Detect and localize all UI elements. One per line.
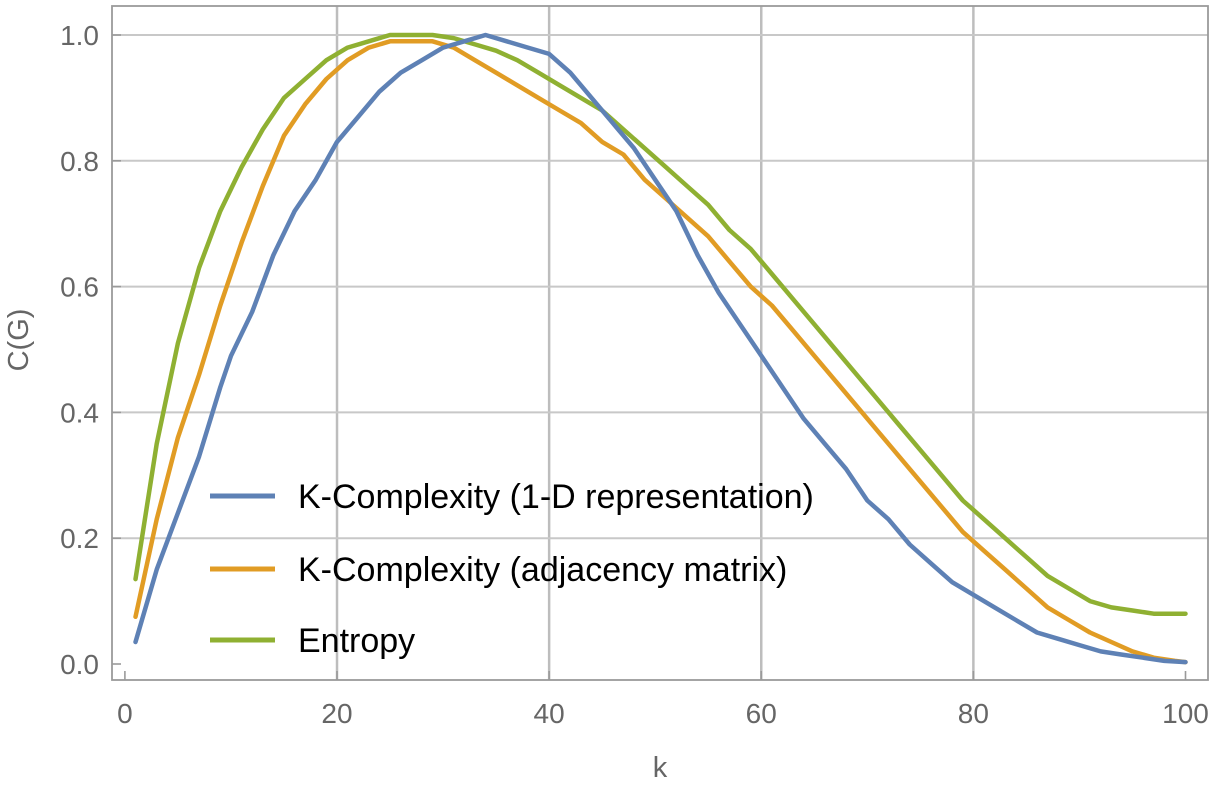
tick-layer: 0 20 40 60 80 100 0.0 0.2 0.4 0.6 0.8 1.0 bbox=[60, 20, 1209, 729]
y-tick-label: 0.6 bbox=[60, 272, 99, 303]
legend-label: K-Complexity (adjacency matrix) bbox=[298, 551, 787, 589]
y-tick-label: 1.0 bbox=[60, 20, 99, 51]
x-axis-title: k bbox=[653, 752, 668, 783]
y-tick-label: 0.2 bbox=[60, 523, 99, 554]
series-layer bbox=[133, 32, 1188, 665]
legend: K-Complexity (1-D representation) K-Compl… bbox=[210, 478, 814, 660]
legend-label: K-Complexity (1-D representation) bbox=[298, 478, 814, 516]
x-tick-label: 40 bbox=[534, 698, 565, 729]
x-tick-label: 20 bbox=[321, 698, 352, 729]
y-tick-label: 0.0 bbox=[60, 649, 99, 680]
y-axis-title: C(G) bbox=[3, 309, 35, 372]
series-line-3 bbox=[133, 32, 1188, 616]
y-tick-label: 0.4 bbox=[60, 397, 99, 428]
plot-frame bbox=[111, 5, 1209, 681]
legend-label: Entropy bbox=[298, 622, 415, 660]
grid-layer bbox=[112, 6, 1208, 680]
x-tick-label: 0 bbox=[117, 698, 133, 729]
y-tick-label: 0.8 bbox=[60, 146, 99, 177]
series-line-1 bbox=[133, 32, 1188, 665]
x-tick-label: 60 bbox=[746, 698, 777, 729]
x-tick-label: 100 bbox=[1162, 698, 1209, 729]
x-tick-label: 80 bbox=[958, 698, 989, 729]
